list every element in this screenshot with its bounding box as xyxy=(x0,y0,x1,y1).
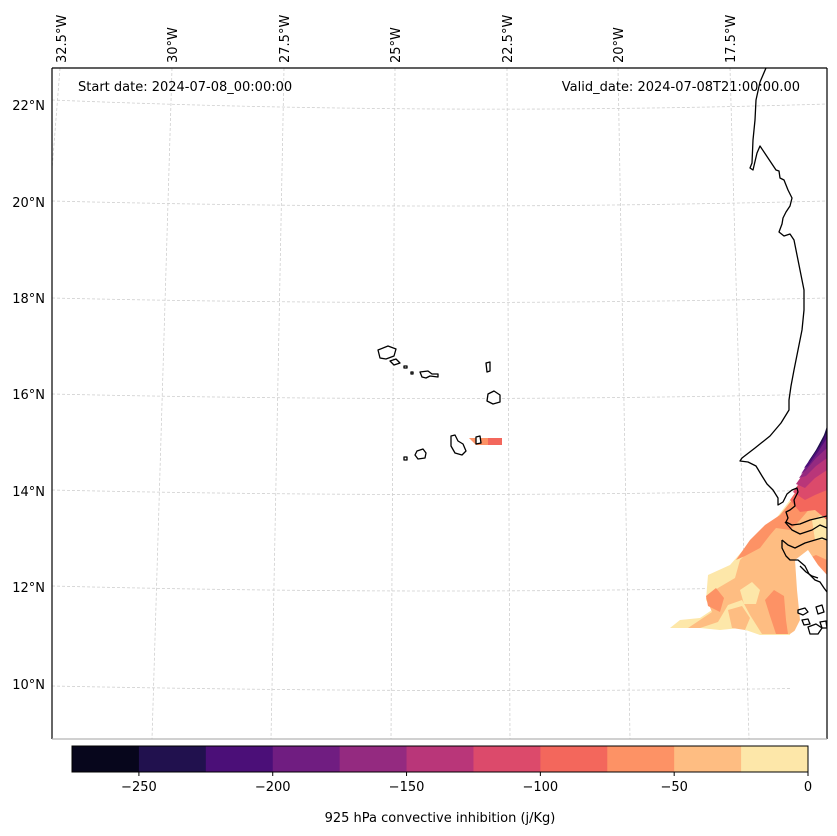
contour-fill-level-0-inner xyxy=(740,515,827,604)
gridline-lon-22-5 xyxy=(506,68,511,739)
gridline-lat-10 xyxy=(52,685,827,691)
colorbar-swatch xyxy=(272,746,341,772)
lon-tick-label: 22.5°W xyxy=(501,15,516,63)
island-fogo xyxy=(414,448,427,460)
coastline-guinea-bissau xyxy=(781,540,827,593)
colorbar-swatch xyxy=(138,746,207,772)
colorbar-tick-label: −200 xyxy=(255,780,291,795)
colorbar-swatch xyxy=(473,746,541,772)
graticule xyxy=(52,68,827,739)
lat-tick-label: 22°N xyxy=(12,99,45,114)
border-gambia-north xyxy=(784,521,827,535)
island-santa-luzia xyxy=(403,365,408,369)
gridline-lon-27-5 xyxy=(270,68,285,739)
contour-fill-level-violet xyxy=(799,434,827,478)
colorbar-ticks: −250 −200 −150 −100 −50 0 xyxy=(121,772,812,795)
island-bijagos-5 xyxy=(819,620,827,629)
lon-tick-label: 27.5°W xyxy=(278,15,293,63)
island-brava xyxy=(403,456,408,461)
gridline-lon-32-5 xyxy=(52,68,61,171)
colorbar-swatch xyxy=(406,746,474,772)
colorbar: −250 −200 −150 −100 −50 0 925 hPa convective … xyxy=(71,745,812,826)
coastlines xyxy=(377,68,827,635)
colorbar-label: 925 hPa convective inhibition (j/Kg) xyxy=(325,811,556,826)
island-sao-vicente xyxy=(389,358,401,366)
lon-tick-label: 30°W xyxy=(166,27,181,63)
island-bijagos-2 xyxy=(815,604,825,615)
island-santiago xyxy=(450,434,467,456)
latitude-tick-labels: 22°N 20°N 18°N 16°N 14°N 12°N 10°N xyxy=(12,99,45,693)
border-gambia-south xyxy=(781,537,827,549)
contour-fill-level-1-inner xyxy=(728,606,750,630)
lat-tick-label: 12°N xyxy=(12,581,45,596)
lat-tick-label: 18°N xyxy=(12,292,45,307)
no-data-cutout xyxy=(790,550,827,739)
colorbar-swatches xyxy=(72,746,809,772)
colorbar-swatch xyxy=(607,746,675,772)
gridline-lat-18 xyxy=(52,297,827,303)
map-area xyxy=(52,68,827,739)
colorbar-swatch xyxy=(674,746,742,772)
colorbar-tick-label: −150 xyxy=(389,780,425,795)
lat-tick-label: 20°N xyxy=(12,196,45,211)
island-branco xyxy=(410,371,414,375)
island-boa-vista xyxy=(486,390,501,405)
island-bijagos-1 xyxy=(797,607,809,616)
gridline-lat-20 xyxy=(52,200,827,207)
colorbar-swatch xyxy=(339,746,408,772)
contour-fill-level-indigo xyxy=(801,430,827,474)
colorbar-tick-label: −100 xyxy=(523,780,559,795)
lat-tick-label: 14°N xyxy=(12,485,45,500)
gridline-lat-12 xyxy=(52,585,827,592)
gridline-lon-20 xyxy=(617,68,631,739)
island-santo-antao xyxy=(377,345,397,360)
lon-tick-label: 25°W xyxy=(389,27,404,63)
coastline-west-africa xyxy=(739,68,827,526)
island-bijagos-4 xyxy=(807,623,823,635)
lat-tick-label: 16°N xyxy=(12,388,45,403)
longitude-tick-labels: 32.5°W 30°W 27.5°W 25°W 22.5°W 20°W 17.5… xyxy=(55,15,739,63)
colorbar-swatch xyxy=(72,746,140,772)
colorbar-swatch xyxy=(540,746,608,772)
colorbar-tick-label: −250 xyxy=(121,780,157,795)
island-sao-nicolau xyxy=(419,370,439,379)
gridline-lon-30 xyxy=(151,68,173,739)
gridline-lon-17-5 xyxy=(729,68,750,739)
contour-fill-capeverde-coral xyxy=(488,438,502,445)
colorbar-tick-label: −50 xyxy=(660,780,687,795)
valid-date-label: Valid_date: 2024-07-08T21:00:00.00 xyxy=(562,80,800,95)
gridline-lat-16 xyxy=(52,393,827,399)
start-date-label: Start date: 2024-07-08_00:00:00 xyxy=(78,80,292,95)
colorbar-outline xyxy=(71,745,809,773)
coastline-guinea-bissau-inner xyxy=(799,565,819,579)
island-maio xyxy=(475,435,482,445)
lon-tick-label: 20°W xyxy=(612,27,627,63)
colorbar-tick-label: 0 xyxy=(804,780,812,795)
colorbar-swatch xyxy=(741,746,809,772)
gridline-lat-22 xyxy=(52,99,827,110)
gridline-lat-14 xyxy=(52,489,827,495)
contour-fill-level-2 xyxy=(706,478,827,634)
lat-tick-label: 10°N xyxy=(12,678,45,693)
lon-tick-label: 17.5°W xyxy=(724,15,739,63)
gridline-lon-25 xyxy=(390,68,396,739)
island-sal xyxy=(485,361,491,373)
colorbar-swatch xyxy=(205,746,274,772)
lon-tick-label: 32.5°W xyxy=(55,15,70,63)
island-bijagos-3 xyxy=(801,618,811,626)
